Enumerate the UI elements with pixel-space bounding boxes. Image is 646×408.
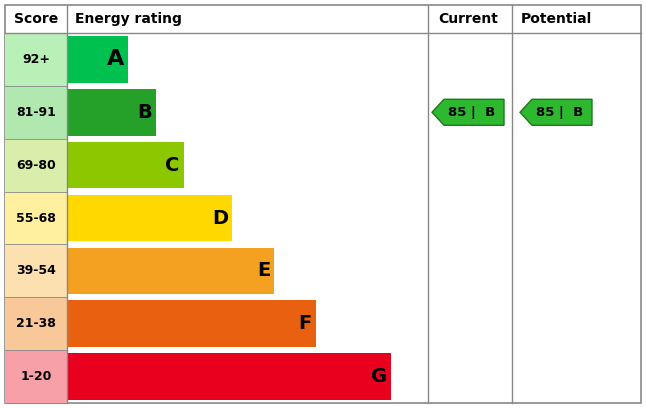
Text: C: C <box>165 155 180 175</box>
Bar <box>67 195 233 241</box>
Bar <box>5 33 67 86</box>
Polygon shape <box>432 99 504 125</box>
Text: 92+: 92+ <box>22 53 50 66</box>
Text: A: A <box>107 49 124 69</box>
Bar <box>5 86 67 139</box>
Bar <box>5 244 67 297</box>
Bar <box>5 139 67 192</box>
Text: 69-80: 69-80 <box>16 159 56 172</box>
Text: 81-91: 81-91 <box>16 106 56 119</box>
Text: 1-20: 1-20 <box>20 370 52 383</box>
Text: 55-68: 55-68 <box>16 211 56 224</box>
Bar <box>67 248 274 294</box>
Bar <box>67 36 128 83</box>
Text: Energy rating: Energy rating <box>75 12 182 26</box>
Bar <box>5 350 67 403</box>
Text: 39-54: 39-54 <box>16 264 56 277</box>
Text: D: D <box>212 208 228 228</box>
Bar <box>67 89 156 135</box>
Bar <box>67 353 391 400</box>
Text: E: E <box>257 262 270 280</box>
Text: 85 |  B: 85 | B <box>536 106 583 119</box>
Text: Current: Current <box>438 12 498 26</box>
Text: F: F <box>298 314 312 333</box>
Text: B: B <box>137 103 152 122</box>
Text: Score: Score <box>14 12 58 26</box>
Text: G: G <box>371 367 387 386</box>
Polygon shape <box>520 99 592 125</box>
Text: Potential: Potential <box>521 12 592 26</box>
Bar <box>67 300 316 347</box>
Text: 21-38: 21-38 <box>16 317 56 330</box>
Bar <box>5 192 67 244</box>
Bar <box>5 297 67 350</box>
Text: 85 |  B: 85 | B <box>448 106 495 119</box>
Bar <box>67 142 183 188</box>
